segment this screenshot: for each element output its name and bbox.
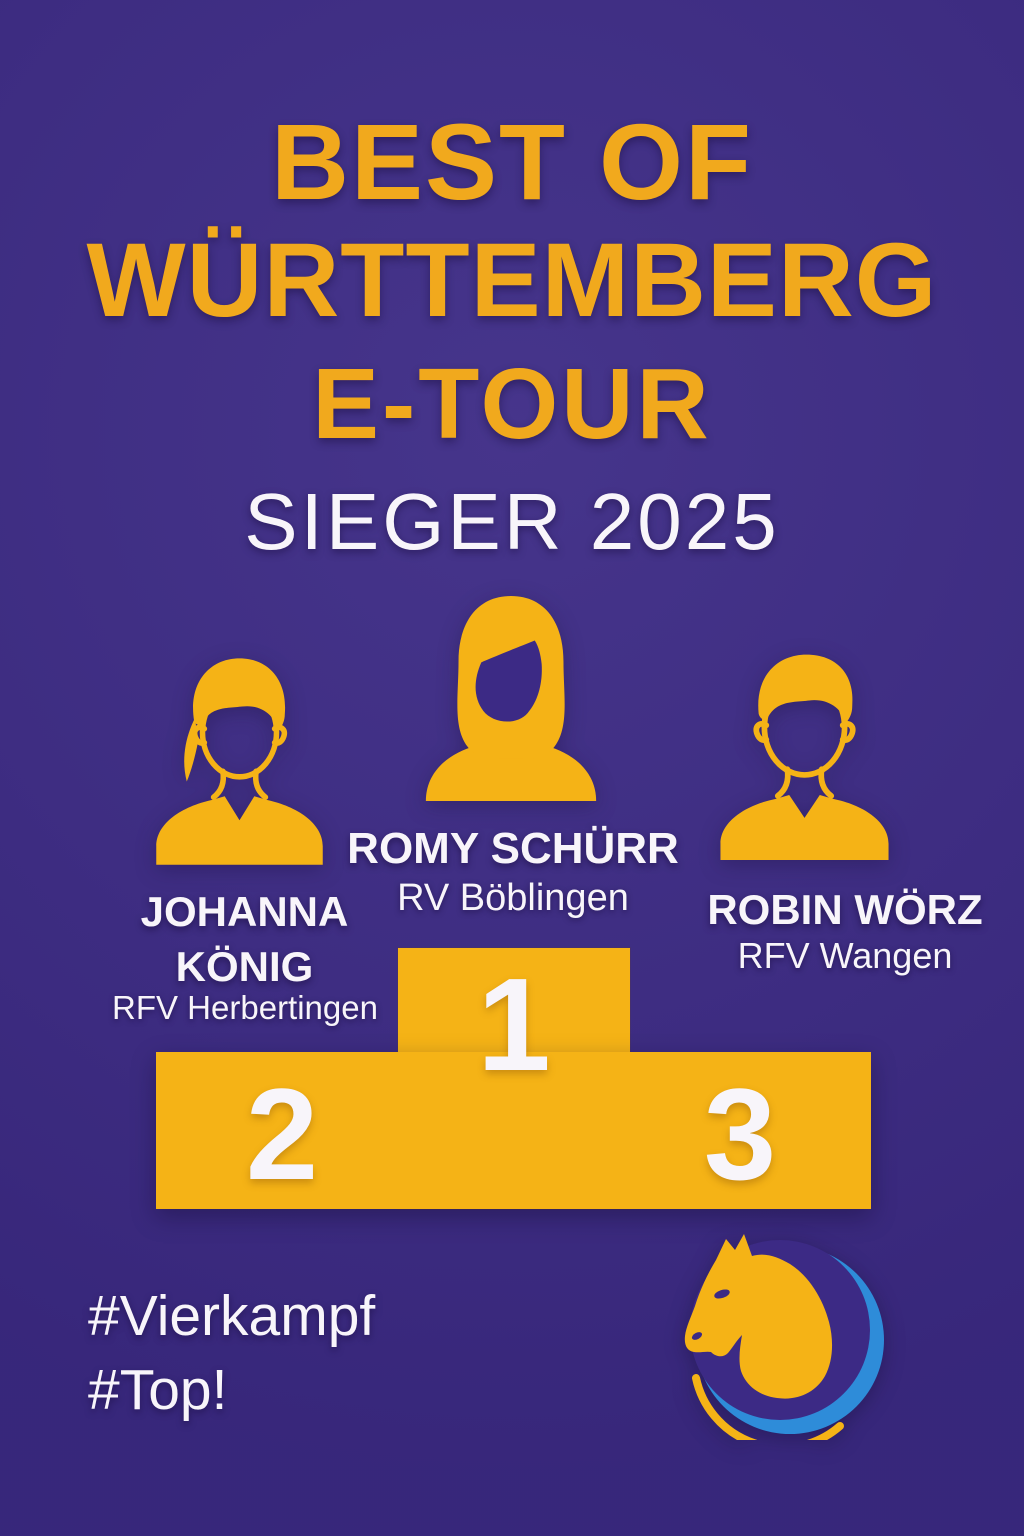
winner-3-avatar-male-icon [720,654,889,860]
poster-title-line2: WÜRTTEMBERG [86,222,938,339]
poster-title-line3: E-TOUR [312,348,712,460]
winner-1-club: RV Böblingen [397,877,629,919]
winner-2-name: JOHANNA KÖNIG [140,888,349,991]
horse-head [684,1234,833,1399]
winner-3-club: RFV Wangen [737,935,953,976]
winner-3-name: ROBIN WÖRZ [707,886,983,933]
horse-nostril [691,1332,703,1340]
podium-rank-1: 1 [477,951,551,1098]
podium-base [156,1052,871,1209]
hashtag-top: #Top! [88,1358,228,1422]
winner-1-avatar-female-icon [425,596,597,801]
horse-eye [714,1289,730,1299]
avatar-neck [774,766,835,799]
winner-1-name: ROMY SCHÜRR [347,824,679,873]
avatar-ears [753,721,856,744]
podium-rank-3: 3 [703,1061,777,1207]
winner-2-avatar-female-icon [156,658,323,865]
avatar-body [156,796,323,865]
avatar-ears [191,724,288,746]
avatar-neck [210,768,269,800]
avatar-hair [193,658,286,730]
horse-logo-icon [684,1234,884,1440]
logo-gold-crescent [692,1374,844,1440]
avatar-body [720,794,889,860]
podium-rank-2: 2 [245,1061,319,1207]
avatar-body [425,744,597,801]
winner-2-club: RFV Herbertingen [112,989,378,1026]
hashtag-vierkampf: #Vierkampf [88,1284,376,1348]
poster-title-line1: BEST OF [270,101,754,222]
poster-subtitle: SIEGER 2025 [244,477,780,566]
avatar-ponytail [184,717,198,782]
avatar-face [475,640,542,722]
avatar-hair [758,654,853,723]
